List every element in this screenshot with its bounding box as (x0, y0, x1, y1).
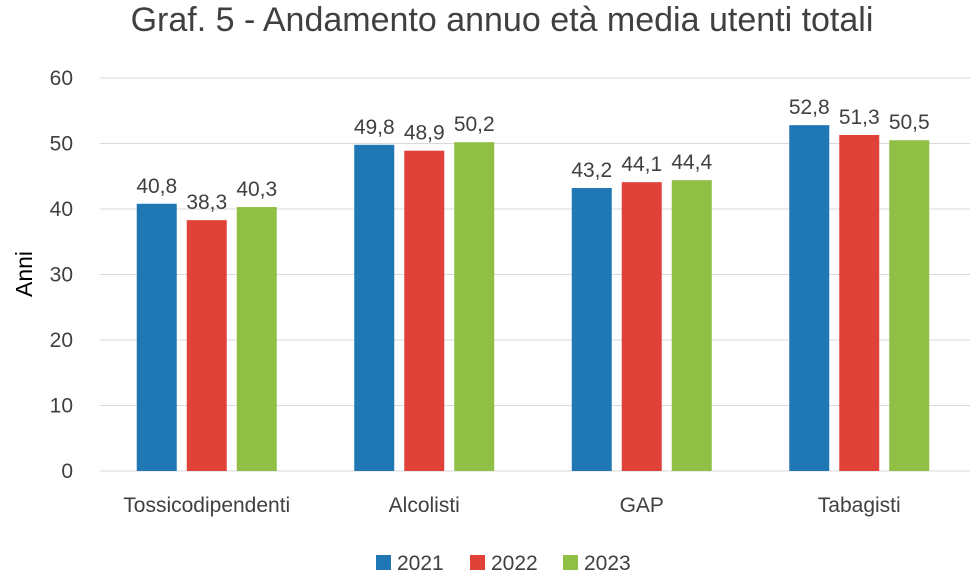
data-label: 50,5 (889, 111, 930, 134)
x-axis-categories: Tossicodipendenti Alcolisti GAP Tabagisti (123, 494, 900, 517)
bars (136, 125, 930, 472)
bar-2021-alcolisti (354, 144, 395, 471)
legend-label: 2023 (584, 552, 631, 575)
data-labels: 40,8 38,3 40,3 49,8 48,9 50,2 43,2 44,1 44,4 52,8… (136, 96, 929, 214)
legend-swatch-2021 (376, 555, 391, 570)
data-label: 38,3 (186, 191, 227, 214)
data-label: 40,3 (236, 178, 277, 201)
data-label: 44,1 (621, 153, 662, 176)
data-label: 44,4 (671, 151, 712, 174)
legend-label: 2022 (491, 552, 538, 575)
bar-2023-tabagisti (889, 140, 930, 471)
x-category-label: Tossicodipendenti (123, 494, 290, 517)
bar-2023-gap (671, 180, 712, 471)
bar-2022-tossicodipendenti (186, 220, 227, 471)
bar-2021-gap (571, 188, 612, 472)
y-tick-label: 60 (50, 67, 73, 90)
bar-2021-tossicodipendenti (136, 203, 177, 471)
data-label: 48,9 (404, 122, 445, 145)
legend-label: 2021 (397, 552, 444, 575)
data-label: 43,2 (571, 159, 612, 182)
legend-swatch-2023 (563, 555, 578, 570)
bar-2021-tabagisti (789, 125, 830, 471)
bar-2023-tossicodipendenti (236, 207, 277, 471)
y-tick-label: 30 (50, 264, 73, 287)
x-category-label: Alcolisti (389, 494, 460, 517)
y-axis-label: Anni (11, 251, 37, 297)
data-label: 51,3 (839, 106, 880, 129)
y-tick-label: 40 (50, 198, 73, 221)
y-tick-label: 0 (61, 460, 73, 483)
data-label: 49,8 (354, 116, 395, 139)
bar-2022-gap (621, 182, 662, 471)
y-tick-label: 50 (50, 133, 73, 156)
legend-swatch-2022 (470, 555, 485, 570)
legend: 2021 2022 2023 (376, 552, 631, 575)
data-label: 52,8 (789, 96, 830, 119)
data-label: 50,2 (454, 113, 495, 136)
y-tick-label: 20 (50, 329, 73, 352)
data-label: 40,8 (136, 175, 177, 198)
y-axis-ticks: 0 10 20 30 40 50 60 (50, 67, 73, 483)
bar-2022-alcolisti (404, 150, 445, 471)
x-category-label: GAP (620, 494, 664, 517)
bar-2022-tabagisti (839, 134, 880, 472)
x-category-label: Tabagisti (818, 494, 901, 517)
bar-2023-alcolisti (454, 142, 495, 471)
y-tick-label: 10 (50, 395, 73, 418)
chart-title: Graf. 5 - Andamento annuo età media uten… (131, 1, 874, 39)
